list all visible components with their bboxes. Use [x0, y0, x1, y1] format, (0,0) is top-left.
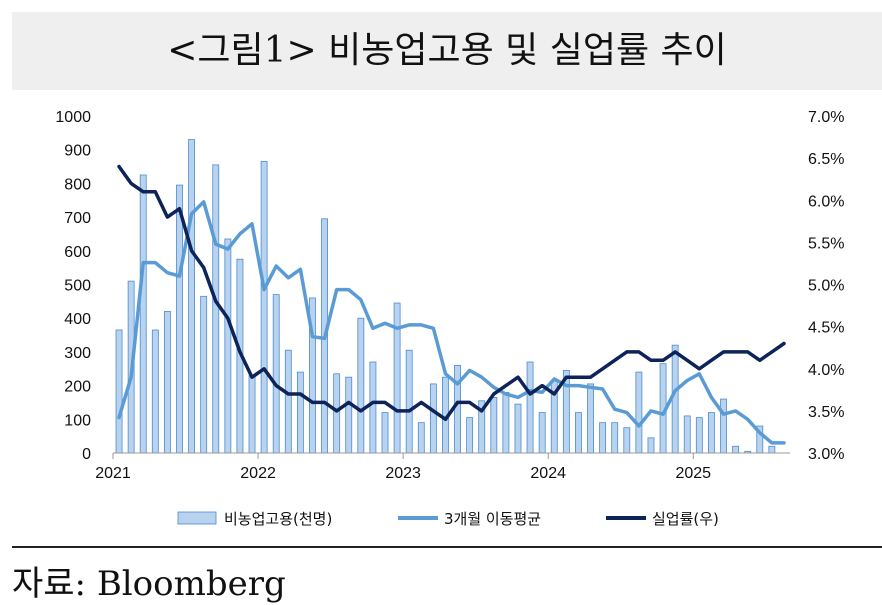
bar — [720, 398, 727, 454]
bar — [393, 302, 401, 454]
bar — [200, 295, 208, 454]
bar — [405, 349, 413, 454]
bar — [647, 437, 655, 454]
bar — [683, 415, 691, 454]
bar — [296, 371, 304, 454]
tick-labels: 0 100 200 300 400 500 600 700 800 900 1000 3.0% 3.5%… — [55, 109, 844, 482]
divider — [12, 546, 882, 548]
y-left-tick-label: 500 — [64, 278, 91, 295]
bar — [333, 373, 341, 454]
legend: 비농업고용(천명) 3개월 이동평균 실업률(우) — [177, 510, 719, 528]
moving-average-line — [117, 200, 786, 445]
legend-label: 실업률(우) — [652, 510, 719, 528]
y-right-tick-label: 5.0% — [808, 278, 844, 295]
bar — [248, 375, 256, 454]
bar — [466, 417, 474, 454]
y-left-tick-label: 200 — [64, 379, 91, 396]
chart: 0 100 200 300 400 500 600 700 800 900 1000 3.0% 3.5%… — [55, 109, 844, 528]
bar — [671, 344, 679, 454]
bar — [381, 412, 389, 454]
y-left-tick-label: 400 — [64, 311, 91, 328]
y-right-tick-label: 3.0% — [808, 446, 844, 463]
y-right-tick-label: 6.0% — [808, 193, 844, 210]
bar — [611, 422, 619, 454]
bar — [768, 445, 776, 454]
bar — [454, 364, 461, 454]
bar — [526, 361, 534, 454]
y-left-tick-label: 1000 — [55, 109, 91, 126]
bar — [635, 371, 643, 454]
bar — [188, 139, 196, 454]
y-left-tick-label: 700 — [64, 210, 91, 227]
bar — [272, 294, 280, 454]
bar — [538, 412, 546, 454]
source-note: 자료: Bloomberg — [12, 564, 286, 604]
axes — [112, 452, 790, 459]
x-tick-label: 2022 — [240, 465, 276, 482]
bar — [502, 391, 510, 454]
title-band — [12, 12, 882, 90]
bar — [732, 445, 740, 454]
y-right-tick-label: 4.0% — [808, 362, 844, 379]
bar — [369, 361, 377, 454]
y-right-tick-label: 4.5% — [808, 320, 844, 337]
bar — [163, 311, 171, 454]
legend-label: 비농업고용(천명) — [224, 510, 332, 528]
y-right-tick-label: 3.5% — [808, 404, 844, 421]
y-left-tick-label: 600 — [64, 244, 91, 261]
y-left-tick-label: 100 — [64, 412, 91, 429]
x-tick-label: 2023 — [385, 465, 421, 482]
unemployment-line — [117, 164, 786, 422]
x-tick-label: 2025 — [675, 465, 711, 482]
y-left-tick-label: 900 — [64, 143, 91, 160]
legend-label: 3개월 이동평균 — [444, 510, 541, 528]
bar — [695, 417, 703, 454]
x-tick-label: 2024 — [530, 465, 566, 482]
y-left-tick-label: 0 — [82, 446, 91, 463]
y-right-tick-label: 5.5% — [808, 235, 844, 252]
legend-swatch-bar — [177, 511, 217, 525]
y-left-tick-label: 800 — [64, 176, 91, 193]
bar — [284, 349, 292, 454]
bar — [514, 403, 522, 454]
bar — [429, 383, 437, 454]
bar — [417, 422, 425, 454]
chart-title: <그림1> 비농업고용 및 실업률 추이 — [167, 30, 727, 71]
bar — [260, 161, 268, 454]
bar — [224, 238, 232, 454]
y-left-tick-label: 300 — [64, 345, 91, 362]
bar — [707, 412, 715, 454]
bar — [357, 317, 365, 454]
bar — [490, 396, 498, 454]
bar — [212, 164, 220, 454]
bar — [176, 184, 183, 454]
y-right-tick-label: 6.5% — [808, 151, 844, 168]
bar — [139, 174, 147, 454]
bar — [623, 427, 631, 454]
line-series — [117, 164, 786, 445]
y-right-tick-label: 7.0% — [808, 109, 844, 126]
bar — [345, 376, 353, 454]
bar — [115, 329, 123, 454]
bar — [151, 329, 159, 454]
bar — [587, 383, 594, 454]
x-tick-label: 2021 — [95, 465, 131, 482]
bar — [575, 412, 582, 454]
bar — [599, 422, 607, 454]
